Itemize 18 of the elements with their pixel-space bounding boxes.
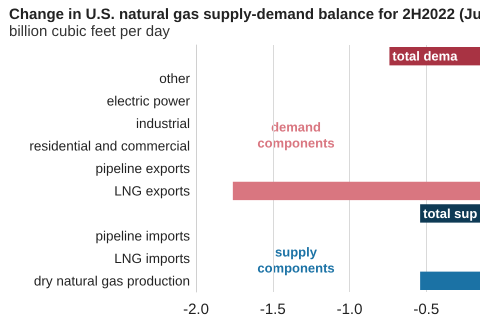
x-tick-label: -2.0	[183, 301, 209, 318]
y-tick-label: residential and commercial	[29, 138, 190, 154]
y-tick-label: dry natural gas production	[34, 273, 190, 288]
annotation: demand components	[257, 120, 335, 150]
x-tick-label: -1.5	[260, 301, 286, 318]
y-tick-label: pipeline imports	[95, 228, 190, 244]
y-tick-label: other	[159, 71, 190, 86]
y-tick-label: LNG exports	[114, 183, 190, 198]
x-tick-label: -0.5	[413, 301, 440, 318]
x-tick-label: -1.0	[336, 301, 362, 318]
data-label: total dema	[392, 48, 458, 64]
y-tick-label: industrial	[136, 116, 190, 132]
y-tick-label: pipeline exports	[95, 161, 190, 176]
data-label: total sup	[423, 206, 478, 221]
chart-subtitle: billion cubic feet per day	[9, 23, 170, 40]
y-tick-label: electric power	[106, 94, 191, 109]
y-tick-label: LNG imports	[114, 250, 190, 266]
annotation: supply components	[257, 244, 335, 276]
